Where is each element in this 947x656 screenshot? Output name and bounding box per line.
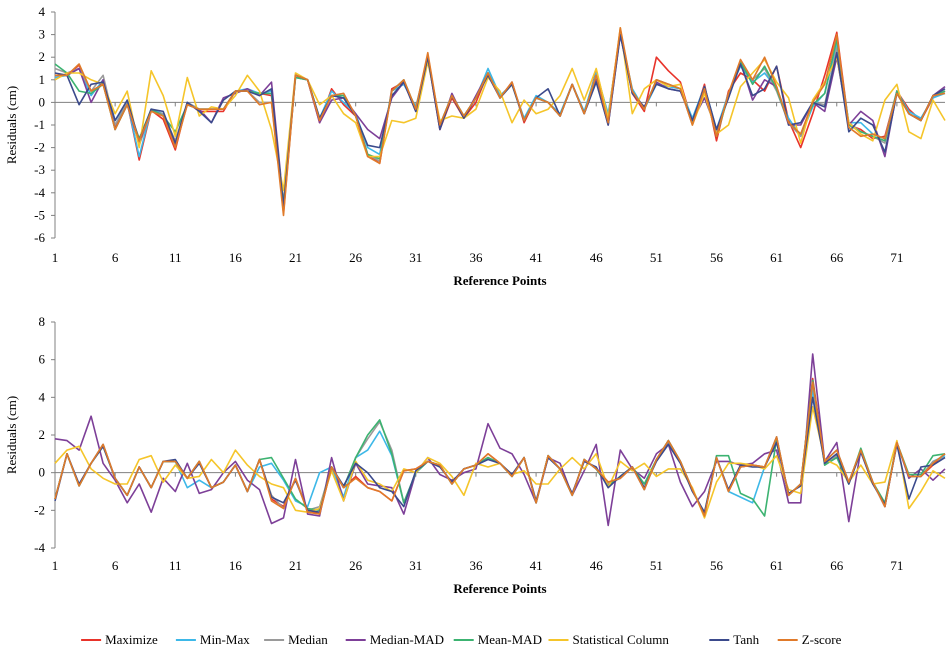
legend-label: Median	[288, 632, 328, 647]
x-axis-label: Reference Points	[453, 273, 546, 288]
y-tick-label: -5	[34, 207, 45, 222]
x-tick-label: 11	[169, 558, 182, 573]
x-tick-label: 21	[289, 250, 302, 265]
x-tick-label: 6	[112, 250, 119, 265]
x-tick-label: 46	[590, 558, 604, 573]
x-axis-label: Reference Points	[453, 581, 546, 596]
x-tick-label: 56	[710, 558, 724, 573]
legend-label: Maximize	[105, 632, 158, 647]
y-tick-label: 4	[39, 389, 46, 404]
x-tick-label: 26	[349, 558, 363, 573]
y-tick-label: 0	[39, 465, 46, 480]
x-tick-label: 31	[409, 250, 422, 265]
x-tick-label: 66	[830, 558, 844, 573]
x-tick-label: 11	[169, 250, 182, 265]
x-tick-label: 46	[590, 250, 604, 265]
y-tick-label: 3	[39, 27, 46, 42]
legend-label: Z-score	[802, 632, 842, 647]
x-tick-label: 51	[650, 250, 663, 265]
y-tick-label: 2	[39, 49, 46, 64]
legend-label: Min-Max	[200, 632, 250, 647]
y-tick-label: -1	[34, 117, 45, 132]
series-line-maximize	[55, 29, 946, 214]
y-axis-label: Residuals (cm)	[4, 396, 19, 474]
x-tick-label: 56	[710, 250, 724, 265]
legend-label: Tanh	[733, 632, 759, 647]
y-tick-label: -6	[34, 230, 45, 245]
x-tick-label: 61	[770, 250, 783, 265]
y-tick-label: -4	[34, 185, 45, 200]
legend-label: Mean-MAD	[478, 632, 542, 647]
x-tick-label: 36	[469, 250, 483, 265]
y-tick-label: -2	[34, 140, 45, 155]
legend-label: Median-MAD	[370, 632, 444, 647]
y-axis-label: Residuals (cm)	[4, 86, 19, 164]
series-line-z-score	[55, 26, 946, 217]
legend-label: Statistical Column	[573, 632, 670, 647]
legend: Maximize Min-Max Median Median-MAD Mean-MAD S…	[81, 632, 842, 647]
series-line-min-max	[54, 33, 946, 210]
x-tick-label: 41	[530, 250, 543, 265]
x-tick-label: 26	[349, 250, 363, 265]
y-tick-label: 2	[39, 427, 46, 442]
x-tick-label: 21	[289, 558, 302, 573]
x-tick-label: 31	[409, 558, 422, 573]
x-tick-label: 66	[830, 250, 844, 265]
series-line-median-mad	[54, 353, 946, 527]
series-line-tanh	[54, 33, 946, 208]
x-tick-label: 1	[52, 250, 59, 265]
x-tick-label: 6	[112, 558, 119, 573]
x-tick-label: 41	[530, 558, 543, 573]
x-tick-label: 51	[650, 558, 663, 573]
series-line-statistical-column	[54, 26, 946, 192]
x-tick-label: 16	[229, 250, 243, 265]
x-tick-label: 61	[770, 558, 783, 573]
x-tick-label: 36	[469, 558, 483, 573]
x-tick-label: 71	[890, 250, 903, 265]
y-tick-label: 0	[39, 94, 46, 109]
y-tick-label: -4	[34, 540, 45, 555]
x-tick-label: 1	[52, 558, 59, 573]
x-tick-label: 16	[229, 558, 243, 573]
y-tick-label: 4	[39, 4, 46, 19]
x-tick-label: 71	[890, 558, 903, 573]
y-tick-label: 6	[39, 352, 46, 367]
y-tick-label: -2	[34, 502, 45, 517]
y-tick-label: 8	[39, 314, 46, 329]
y-tick-label: -3	[34, 162, 45, 177]
y-tick-label: 1	[39, 72, 46, 87]
series-line-z-score	[54, 381, 946, 517]
